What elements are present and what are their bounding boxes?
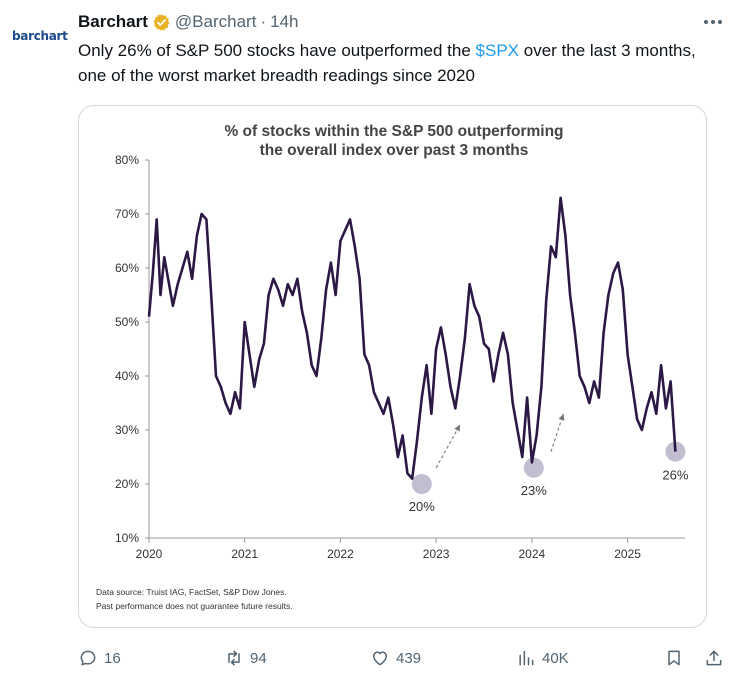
avatar[interactable]: barchart [12, 24, 70, 48]
y-tick-label: 20% [115, 477, 139, 491]
action-bar: 16 94 439 40K [78, 644, 728, 672]
annotation-label: 20% [409, 499, 435, 514]
bookmark-button[interactable] [664, 644, 684, 672]
like-button[interactable]: 439 [370, 644, 421, 672]
y-tick-label: 80% [115, 153, 139, 167]
reply-button[interactable]: 16 [78, 644, 121, 672]
timestamp[interactable]: 14h [270, 12, 299, 31]
y-tick-label: 70% [115, 207, 139, 221]
x-tick-label: 2023 [423, 547, 450, 561]
y-tick-label: 30% [115, 423, 139, 437]
like-icon [373, 651, 387, 666]
repost-icon [228, 650, 240, 666]
views-button[interactable]: 40K [516, 644, 569, 672]
y-tick-label: 40% [115, 369, 139, 383]
x-tick-label: 2024 [519, 547, 546, 561]
more-button[interactable] [701, 12, 725, 32]
share-icon [706, 650, 722, 666]
cashtag-link[interactable]: $SPX [475, 41, 520, 60]
more-icon [704, 20, 722, 24]
annotation-label: 23% [521, 483, 547, 498]
chart-footnote-line1: Data source: Truist IAG, FactSet, S&P Do… [96, 587, 287, 597]
y-tick-label: 10% [115, 531, 139, 545]
chart-highlights [411, 441, 686, 494]
tweet-header: Barchart @Barchart · 14h [78, 10, 298, 34]
chart-annotations: 20% 23% 26% [409, 413, 689, 514]
tweet-media-image[interactable]: % of stocks within the S&P 500 outperfor… [78, 105, 707, 628]
share-button[interactable] [704, 644, 724, 672]
chart-title-line1: % of stocks within the S&P 500 outperfor… [224, 123, 563, 140]
chart-axes: 10% 20% 30% 40% 50% 60% 70% 80% 2020 2021 2022 2023… [115, 153, 685, 561]
tweet-text-part1: Only 26% of S&P 500 stocks have outperfo… [78, 41, 476, 60]
highlight-circle [411, 474, 432, 494]
like-count: 439 [396, 649, 422, 667]
highlight-circle [665, 441, 686, 462]
bookmark-icon [668, 650, 680, 666]
views-icon [519, 650, 534, 666]
annotation-label: 26% [662, 468, 688, 483]
y-tick-label: 50% [115, 315, 139, 329]
views-count: 40K [542, 649, 569, 667]
author-name[interactable]: Barchart [78, 12, 148, 31]
x-tick-label: 2022 [327, 547, 354, 561]
tweet-text: Only 26% of S&P 500 stocks have outperfo… [78, 38, 718, 88]
chart: % of stocks within the S&P 500 outperfor… [96, 123, 689, 611]
tweet-text-part2: over the last 3 months, one of the worst… [78, 41, 696, 85]
repost-count: 94 [250, 649, 267, 667]
x-tick-label: 2020 [136, 547, 163, 561]
y-tick-label: 60% [115, 261, 139, 275]
avatar-logo-text: barchart [12, 29, 68, 43]
arrow-head [558, 413, 565, 421]
arrow-head [454, 424, 461, 432]
chart-title-line2: the overall index over past 3 months [260, 142, 529, 159]
x-tick-label: 2025 [614, 547, 641, 561]
series-line [147, 196, 677, 480]
x-tick-label: 2021 [231, 547, 258, 561]
reply-count: 16 [104, 649, 121, 667]
author-handle[interactable]: @Barchart [174, 12, 257, 31]
highlight-circle [523, 457, 544, 478]
chart-footnote-line2: Past performance does not guarantee futu… [96, 601, 293, 611]
verified-badge-icon [153, 13, 170, 31]
reply-icon [80, 650, 96, 666]
annotation-arrow [435, 424, 461, 469]
annotation-arrow [550, 413, 564, 452]
separator-dot: · [260, 12, 267, 31]
repost-button[interactable]: 94 [224, 644, 267, 672]
